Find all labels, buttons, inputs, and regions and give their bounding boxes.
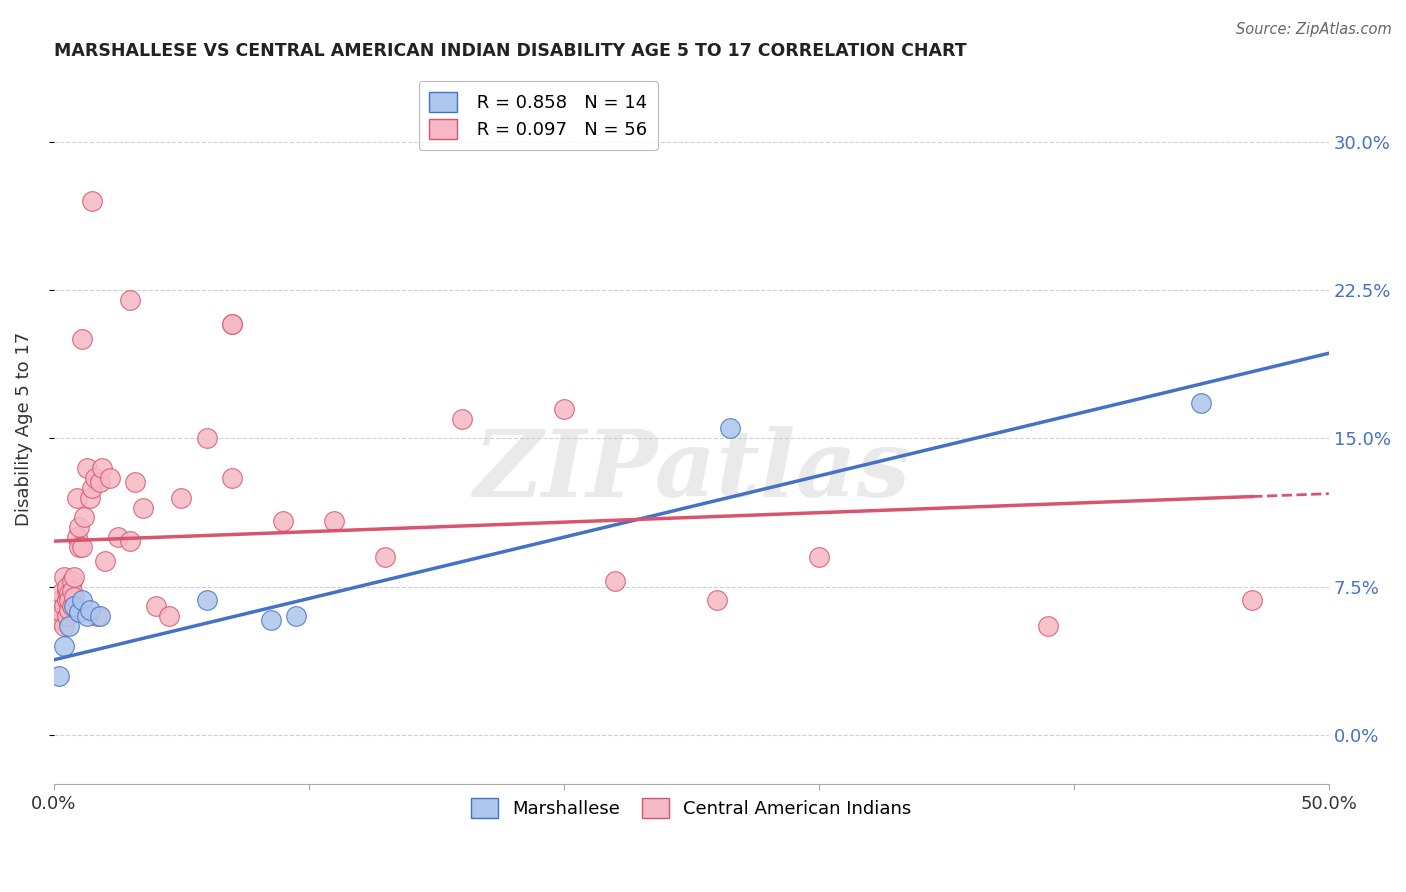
Point — [120, 293, 142, 307]
Point — [195, 431, 218, 445]
Point — [221, 317, 243, 331]
Point — [58, 593, 80, 607]
Point — [89, 475, 111, 489]
Point — [1189, 395, 1212, 409]
Point — [70, 540, 93, 554]
Point — [63, 570, 86, 584]
Point — [83, 471, 105, 485]
Point — [67, 540, 90, 554]
Point — [450, 411, 472, 425]
Point — [157, 609, 180, 624]
Point — [221, 471, 243, 485]
Point — [76, 461, 98, 475]
Point — [132, 500, 155, 515]
Point — [603, 574, 626, 588]
Legend: Marshallese, Central American Indians: Marshallese, Central American Indians — [464, 791, 920, 825]
Point — [55, 593, 77, 607]
Point — [58, 619, 80, 633]
Point — [67, 520, 90, 534]
Point — [374, 549, 396, 564]
Point — [80, 194, 103, 208]
Point — [807, 549, 830, 564]
Point — [124, 475, 146, 489]
Y-axis label: Disability Age 5 to 17: Disability Age 5 to 17 — [15, 331, 32, 525]
Point — [58, 603, 80, 617]
Point — [55, 609, 77, 624]
Point — [51, 585, 73, 599]
Point — [91, 461, 114, 475]
Point — [51, 606, 73, 620]
Point — [323, 515, 346, 529]
Point — [53, 599, 76, 614]
Point — [94, 554, 117, 568]
Text: MARSHALLESE VS CENTRAL AMERICAN INDIAN DISABILITY AGE 5 TO 17 CORRELATION CHART: MARSHALLESE VS CENTRAL AMERICAN INDIAN D… — [53, 42, 966, 60]
Point — [76, 609, 98, 624]
Point — [195, 593, 218, 607]
Point — [55, 580, 77, 594]
Point — [107, 530, 129, 544]
Point — [67, 606, 90, 620]
Point — [1038, 619, 1060, 633]
Point — [48, 668, 70, 682]
Point — [45, 609, 67, 624]
Point — [259, 613, 281, 627]
Point — [145, 599, 167, 614]
Point — [706, 593, 728, 607]
Point — [60, 583, 83, 598]
Point — [53, 639, 76, 653]
Point — [63, 590, 86, 604]
Point — [79, 491, 101, 505]
Text: ZIPatlas: ZIPatlas — [472, 426, 910, 516]
Point — [221, 317, 243, 331]
Point — [58, 585, 80, 599]
Point — [80, 481, 103, 495]
Point — [60, 599, 83, 614]
Point — [48, 613, 70, 627]
Point — [70, 593, 93, 607]
Point — [60, 574, 83, 588]
Point — [51, 593, 73, 607]
Point — [66, 491, 89, 505]
Point — [79, 603, 101, 617]
Point — [66, 530, 89, 544]
Point — [63, 599, 86, 614]
Point — [553, 401, 575, 416]
Point — [53, 570, 76, 584]
Point — [285, 609, 308, 624]
Text: Source: ZipAtlas.com: Source: ZipAtlas.com — [1236, 22, 1392, 37]
Point — [98, 471, 121, 485]
Point — [120, 534, 142, 549]
Point — [86, 609, 108, 624]
Point — [1241, 593, 1264, 607]
Point — [170, 491, 193, 505]
Point — [70, 333, 93, 347]
Point — [53, 619, 76, 633]
Point — [55, 583, 77, 598]
Point — [73, 510, 96, 524]
Point — [48, 599, 70, 614]
Point — [273, 515, 295, 529]
Point — [89, 609, 111, 624]
Point — [718, 421, 741, 435]
